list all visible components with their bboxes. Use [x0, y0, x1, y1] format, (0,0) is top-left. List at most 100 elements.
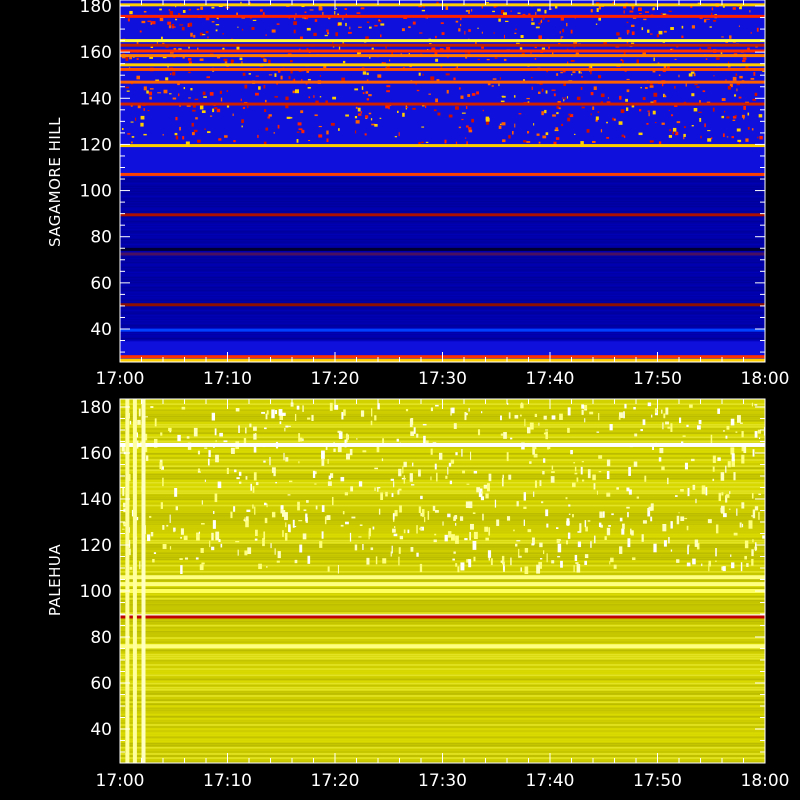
speckle: [195, 557, 199, 560]
speckle: [457, 566, 460, 573]
speckle: [173, 527, 176, 532]
texture-line: [120, 597, 765, 600]
speckle: [159, 462, 162, 469]
speckle: [162, 56, 167, 59]
speckle: [179, 24, 184, 26]
speckle: [735, 431, 738, 433]
speckle: [123, 524, 128, 527]
speckle: [452, 558, 455, 561]
speckle: [232, 113, 234, 116]
speckle: [458, 126, 461, 129]
speckle: [365, 115, 369, 119]
speckle: [712, 455, 716, 463]
speckle: [303, 509, 307, 512]
speckle: [385, 105, 389, 109]
speckle: [362, 71, 367, 75]
speckle: [621, 134, 624, 137]
texture-line: [120, 216, 765, 218]
speckle: [275, 481, 278, 484]
texture-line: [120, 492, 765, 494]
speckle: [201, 562, 205, 565]
speckle: [571, 73, 573, 76]
speckle: [641, 27, 644, 31]
speckle: [516, 540, 521, 542]
x-tick-label: 17:30: [418, 771, 467, 791]
speckle: [334, 11, 336, 15]
speckle: [758, 511, 760, 520]
texture-line: [120, 674, 765, 677]
speckle: [199, 105, 204, 110]
texture-line: [120, 517, 765, 519]
speckle: [696, 542, 700, 550]
speckle: [757, 429, 762, 434]
speckle: [366, 72, 369, 76]
speckle: [630, 42, 635, 45]
speckle: [128, 474, 131, 482]
y-tick-label: 60: [90, 674, 112, 694]
speckle: [351, 516, 356, 519]
texture-line: [120, 519, 765, 521]
texture-line: [120, 707, 765, 710]
speckle: [683, 136, 685, 140]
speckle: [598, 455, 603, 459]
texture-line: [120, 554, 765, 557]
speckle: [498, 83, 500, 87]
speckle: [211, 412, 216, 421]
speckle: [742, 57, 747, 60]
speckle: [259, 9, 263, 12]
speckle: [531, 22, 535, 25]
texture-line: [120, 241, 765, 243]
speckle: [370, 420, 373, 426]
speckle: [140, 122, 144, 127]
speckle: [180, 565, 183, 575]
speckle: [653, 92, 658, 97]
texture-line: [120, 317, 765, 319]
speckle: [691, 25, 695, 29]
speckle: [362, 92, 365, 95]
speckle: [440, 22, 444, 25]
texture-line: [120, 622, 765, 625]
speckle: [403, 16, 408, 19]
speckle: [264, 427, 267, 430]
speckle: [506, 452, 509, 462]
speckle: [271, 511, 276, 518]
speckle: [699, 47, 702, 51]
speckle: [135, 516, 139, 521]
texture-line: [120, 562, 765, 565]
speckle: [543, 415, 547, 420]
speckle: [263, 502, 267, 506]
speckle: [344, 492, 349, 496]
speckle: [313, 95, 315, 98]
speckle: [536, 564, 541, 574]
speckle: [754, 404, 758, 406]
speckle: [410, 547, 414, 552]
speckle: [672, 131, 674, 135]
speckle: [197, 139, 201, 143]
speckle: [543, 550, 545, 554]
speckle: [455, 535, 459, 544]
speckle: [337, 564, 339, 574]
speckle: [676, 515, 680, 525]
speckle: [592, 106, 595, 110]
speckle: [598, 5, 601, 10]
speckle: [302, 438, 304, 442]
speckle: [315, 505, 318, 510]
speckle: [553, 141, 557, 146]
speckle: [572, 514, 574, 518]
speckle: [693, 73, 696, 77]
texture-line: [120, 504, 765, 507]
speckle: [236, 46, 240, 50]
speckle: [562, 97, 564, 99]
speckle: [244, 84, 248, 89]
speckle: [464, 538, 468, 541]
speckle: [580, 141, 584, 146]
speckle: [529, 461, 532, 464]
speckle: [123, 502, 126, 508]
texture-line: [120, 327, 765, 329]
speckle: [427, 510, 430, 520]
speckle: [350, 486, 354, 492]
speckle: [702, 90, 706, 93]
speckle: [328, 475, 332, 480]
speckle: [368, 528, 371, 537]
speckle: [658, 457, 662, 462]
